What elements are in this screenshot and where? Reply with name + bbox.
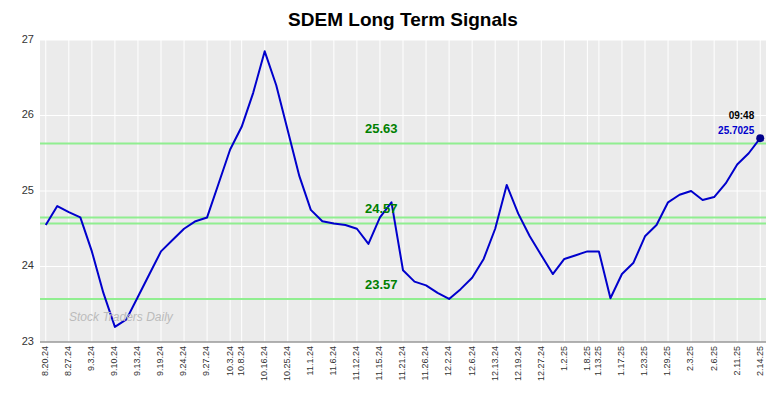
grid-line-x	[714, 40, 715, 342]
x-tick-label: 2.6.25	[709, 346, 719, 371]
grid-line-x	[426, 40, 427, 342]
x-tick-label: 10.3.24	[225, 346, 235, 376]
grid-line-x	[91, 40, 92, 342]
grid-line-x	[230, 40, 231, 342]
x-tick-label: 12.6.24	[467, 346, 477, 376]
x-tick-label: 9.27.24	[201, 346, 211, 376]
x-tick-label: 9.13.24	[132, 346, 142, 376]
grid-line-x	[184, 40, 185, 342]
grid-line-x	[114, 40, 115, 342]
x-tick-label: 11.26.24	[420, 346, 430, 380]
x-tick-label: 12.27.24	[536, 346, 546, 381]
last-point	[756, 134, 764, 142]
grid-line-x	[403, 40, 404, 342]
price-line	[46, 51, 760, 327]
grid-line-x	[333, 40, 334, 342]
x-tick-label: 10.25.24	[282, 346, 292, 381]
x-tick-label: 8.20.24	[40, 346, 50, 376]
grid-line-x	[161, 40, 162, 342]
grid-line-x	[356, 40, 357, 342]
chart: 23 24 25 26 27 8.20.24 8.27.24 9.3.24 9.10.24 9.1…	[0, 0, 784, 398]
x-tick-label: 2.3.25	[685, 346, 695, 371]
x-tick-label: 1.13.25	[593, 346, 603, 376]
x-tick-label: 11.12.24	[351, 346, 361, 380]
grid-line-x	[241, 40, 242, 342]
grid-line-x	[68, 40, 69, 342]
x-tick-label: 12.2.24	[443, 346, 453, 376]
x-tick-label: 1.17.25	[616, 346, 626, 376]
grid-line-x	[518, 40, 519, 342]
grid-line-x	[264, 40, 265, 342]
grid-line-x	[668, 40, 669, 342]
x-tick-label: 11.6.24	[328, 346, 338, 375]
plot-area	[40, 51, 766, 327]
annotation-time: 09:48	[729, 110, 755, 121]
reference-label: 24.57	[365, 201, 398, 216]
annotation-price: 25.7025	[718, 125, 755, 136]
grid-line-x	[495, 40, 496, 342]
x-tick-label: 9.19.24	[155, 346, 165, 376]
title: SDEM Long Term Signals	[288, 9, 518, 30]
reference-line	[40, 216, 766, 218]
grid-line-x	[472, 40, 473, 342]
x-tick-label: 1.2.25	[559, 346, 569, 371]
grid-line-x	[379, 40, 380, 342]
x-axis-line	[40, 341, 766, 342]
grid-line-x	[621, 40, 622, 342]
x-tick-label: 10.8.24	[236, 346, 246, 376]
y-tick-label: 24	[22, 259, 34, 271]
grid-line-x	[737, 40, 738, 342]
grid-line-y	[40, 342, 766, 343]
x-tick-label: 9.3.24	[86, 346, 96, 371]
x-tick-label: 11.15.24	[374, 346, 384, 380]
x-tick-label: 2.14.25	[755, 346, 765, 376]
grid-line-x	[760, 40, 761, 342]
reference-label: 23.57	[365, 277, 398, 292]
grid-line-x	[287, 40, 288, 342]
x-tick-label: 2.11.25	[732, 346, 742, 375]
grid-line-x	[645, 40, 646, 342]
y-tick-label: 27	[22, 33, 34, 45]
grid-line-x	[564, 40, 565, 342]
reference-line	[40, 142, 766, 144]
x-tick-label: 10.16.24	[259, 346, 269, 381]
x-tick-label: 9.24.24	[178, 346, 188, 376]
x-tick-label: 1.29.25	[662, 346, 672, 376]
plot-background	[40, 40, 766, 342]
x-tick-label: 9.10.24	[109, 346, 119, 376]
watermark: Stock Traders Daily	[69, 310, 174, 324]
grid-line-x	[587, 40, 588, 342]
x-tick-label: 8.27.24	[63, 346, 73, 376]
y-tick-label: 26	[22, 108, 34, 120]
x-tick-label: 11.1.24	[305, 346, 315, 375]
grid	[40, 40, 766, 342]
grid-line-x	[310, 40, 311, 342]
grid-line-x	[541, 40, 542, 342]
y-tick-label: 23	[22, 335, 34, 347]
grid-line-x	[45, 40, 46, 342]
grid-line-x	[598, 40, 599, 342]
grid-line-x	[449, 40, 450, 342]
reference-label: 25.63	[365, 121, 398, 136]
reference-line	[40, 298, 766, 300]
y-tick-label: 25	[22, 184, 34, 196]
x-tick-label: 12.19.24	[513, 346, 523, 381]
x-tick-label: 1.8.25	[582, 346, 592, 371]
x-tick-label: 12.13.24	[490, 346, 500, 381]
grid-line-x	[207, 40, 208, 342]
x-tick-label: 1.23.25	[639, 346, 649, 376]
x-tick-label: 11.21.24	[397, 346, 407, 380]
